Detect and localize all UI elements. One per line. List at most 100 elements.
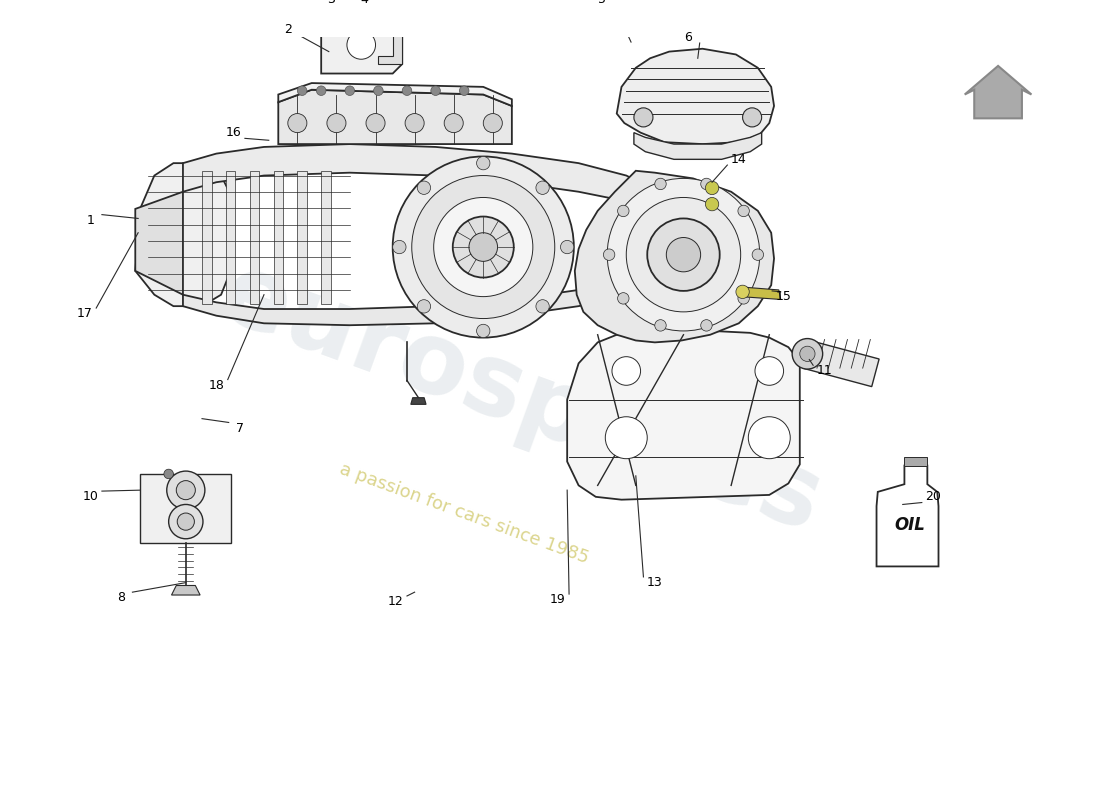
Polygon shape	[135, 163, 231, 306]
Circle shape	[460, 86, 469, 95]
Text: 7: 7	[236, 422, 244, 434]
Circle shape	[654, 178, 667, 190]
Text: 1: 1	[87, 214, 95, 227]
Circle shape	[748, 417, 790, 458]
Polygon shape	[378, 21, 403, 64]
Circle shape	[705, 198, 718, 211]
Polygon shape	[172, 586, 200, 595]
Polygon shape	[321, 11, 403, 74]
Circle shape	[738, 206, 749, 217]
Polygon shape	[617, 49, 774, 144]
Text: 6: 6	[684, 30, 692, 44]
Polygon shape	[278, 90, 512, 144]
Text: 8: 8	[117, 591, 125, 604]
Text: 12: 12	[387, 595, 404, 608]
Circle shape	[342, 0, 353, 10]
Circle shape	[561, 240, 574, 254]
Text: eurospares: eurospares	[208, 246, 835, 554]
Circle shape	[411, 175, 554, 318]
Circle shape	[536, 300, 549, 313]
Polygon shape	[634, 133, 761, 159]
Circle shape	[605, 417, 647, 458]
Circle shape	[374, 86, 383, 95]
Text: 19: 19	[550, 594, 565, 606]
Circle shape	[366, 114, 385, 133]
Circle shape	[800, 346, 815, 362]
Polygon shape	[297, 171, 307, 304]
Circle shape	[607, 178, 760, 331]
Circle shape	[617, 293, 629, 304]
Text: OIL: OIL	[894, 516, 925, 534]
Circle shape	[654, 320, 667, 331]
Circle shape	[742, 108, 761, 127]
Text: 16: 16	[226, 126, 241, 139]
Circle shape	[444, 114, 463, 133]
Circle shape	[393, 240, 406, 254]
Circle shape	[476, 324, 490, 338]
Circle shape	[417, 300, 430, 313]
Circle shape	[626, 198, 740, 312]
Polygon shape	[575, 170, 774, 342]
Polygon shape	[904, 457, 927, 466]
Text: a passion for cars since 1985: a passion for cars since 1985	[337, 460, 592, 567]
Circle shape	[476, 157, 490, 170]
Circle shape	[792, 338, 823, 369]
Circle shape	[168, 505, 204, 538]
Polygon shape	[226, 171, 235, 304]
Circle shape	[701, 320, 712, 331]
Circle shape	[317, 86, 326, 95]
Text: 3: 3	[327, 0, 334, 6]
Polygon shape	[183, 268, 654, 326]
Polygon shape	[274, 171, 283, 304]
Polygon shape	[321, 171, 331, 304]
Bar	[140, 474, 231, 542]
Circle shape	[288, 114, 307, 133]
Circle shape	[738, 293, 749, 304]
Circle shape	[453, 217, 514, 278]
Text: 11: 11	[816, 365, 833, 378]
Circle shape	[536, 181, 549, 194]
Circle shape	[617, 206, 629, 217]
Text: 15: 15	[776, 290, 792, 303]
Text: 5: 5	[598, 0, 606, 6]
Circle shape	[167, 471, 205, 510]
Polygon shape	[250, 171, 260, 304]
Text: 4: 4	[360, 0, 368, 6]
Polygon shape	[740, 287, 781, 299]
Circle shape	[667, 238, 701, 272]
Text: 17: 17	[77, 307, 92, 320]
Circle shape	[612, 357, 640, 386]
Circle shape	[469, 233, 497, 262]
Circle shape	[176, 481, 196, 500]
Circle shape	[177, 513, 195, 530]
Circle shape	[405, 114, 425, 133]
Circle shape	[164, 469, 174, 478]
Circle shape	[431, 86, 440, 95]
Bar	[803, 341, 879, 386]
Circle shape	[417, 181, 430, 194]
Circle shape	[346, 30, 375, 59]
Polygon shape	[183, 144, 654, 204]
Polygon shape	[965, 66, 1032, 118]
Circle shape	[755, 357, 783, 386]
Circle shape	[371, 1, 382, 13]
Polygon shape	[202, 171, 211, 304]
Circle shape	[701, 178, 712, 190]
Polygon shape	[278, 83, 512, 106]
Circle shape	[403, 86, 411, 95]
Circle shape	[345, 86, 354, 95]
Polygon shape	[135, 192, 183, 294]
Text: 18: 18	[208, 378, 224, 392]
Text: 13: 13	[647, 576, 662, 589]
Circle shape	[634, 108, 653, 127]
Circle shape	[393, 157, 574, 338]
Circle shape	[604, 249, 615, 260]
Circle shape	[705, 182, 718, 194]
Polygon shape	[410, 398, 426, 404]
Circle shape	[752, 249, 763, 260]
Circle shape	[433, 198, 532, 297]
Text: 2: 2	[284, 23, 292, 36]
Polygon shape	[626, 188, 654, 294]
Polygon shape	[877, 466, 938, 566]
Circle shape	[297, 86, 307, 95]
